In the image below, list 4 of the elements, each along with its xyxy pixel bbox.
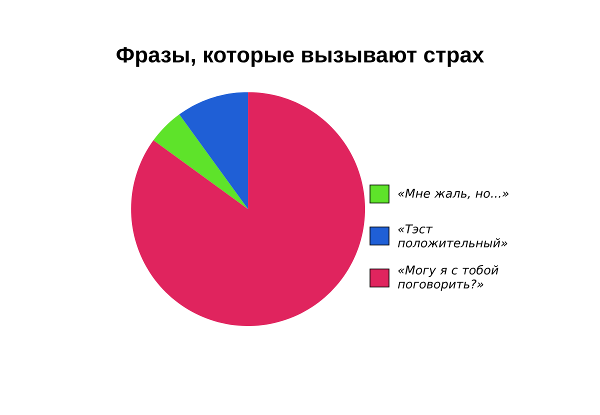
legend-label: «Тэст положительный» [398,224,508,248]
legend-label: «Могу я с тобой поговорить?» [398,265,498,291]
legend-label: «Мне жаль, но...» [398,188,509,200]
chart-title: Фразы, которые вызывают страх [116,47,484,67]
